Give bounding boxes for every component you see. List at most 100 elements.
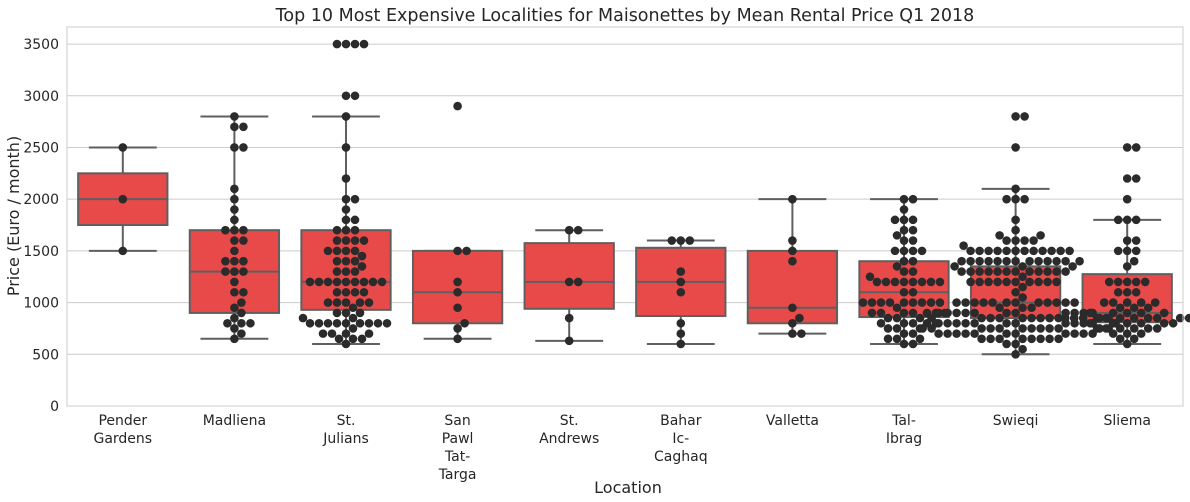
data-point: [1011, 143, 1020, 152]
data-point: [970, 329, 979, 338]
data-point: [1052, 298, 1061, 307]
x-tick-label: Ibrag: [886, 431, 922, 447]
data-point: [573, 225, 583, 235]
data-point: [995, 324, 1004, 333]
data-point: [995, 231, 1004, 240]
data-point: [341, 215, 351, 225]
data-point: [926, 298, 936, 307]
data-point: [943, 318, 952, 328]
data-point: [1113, 287, 1123, 297]
data-point: [1122, 236, 1132, 245]
data-point: [323, 298, 333, 307]
data-point: [359, 39, 369, 49]
data-point: [298, 313, 308, 323]
data-point: [1034, 267, 1043, 276]
data-point: [1025, 256, 1034, 266]
data-point: [1129, 313, 1139, 323]
data-point: [1175, 313, 1185, 323]
data-point: [1152, 324, 1162, 333]
data-point: [1027, 313, 1036, 323]
data-point: [979, 298, 988, 307]
data-point: [1036, 231, 1045, 240]
data-point: [1159, 318, 1169, 328]
data-point: [952, 329, 961, 338]
data-point: [986, 313, 995, 323]
plot-frame: [66, 26, 1184, 407]
data-point: [1092, 313, 1102, 323]
data-point: [952, 298, 961, 307]
data-point: [1056, 246, 1065, 256]
data-point: [1002, 298, 1011, 307]
data-point: [1065, 246, 1074, 256]
data-point: [1047, 246, 1056, 256]
data-point: [957, 256, 966, 266]
data-point: [676, 236, 686, 245]
y-tick-label: 3500: [23, 37, 59, 53]
data-point: [1011, 308, 1020, 318]
data-point: [1018, 262, 1027, 271]
data-point: [975, 277, 984, 287]
data-point: [1020, 236, 1029, 245]
data-point: [1002, 256, 1011, 266]
data-point: [332, 236, 342, 245]
data-point: [223, 318, 232, 328]
data-point: [915, 334, 925, 344]
data-point: [1034, 277, 1043, 287]
data-point: [917, 246, 927, 256]
data-point: [1011, 339, 1020, 349]
data-point: [341, 39, 351, 49]
data-point: [995, 313, 1004, 323]
data-point: [1029, 236, 1038, 245]
data-point: [1092, 324, 1102, 333]
x-tick-label: Pawl: [442, 431, 474, 447]
data-point: [364, 318, 374, 328]
data-point: [1122, 215, 1132, 225]
data-point: [239, 143, 248, 152]
data-point: [1070, 298, 1079, 307]
data-point: [350, 256, 360, 266]
data-point: [1052, 267, 1061, 276]
data-point: [1018, 293, 1027, 302]
data-point: [926, 277, 936, 287]
data-point: [934, 308, 943, 318]
x-tick-label: San: [444, 413, 470, 429]
data-point: [966, 246, 975, 256]
data-point: [899, 277, 909, 287]
data-point: [1043, 267, 1052, 276]
data-point: [341, 267, 351, 276]
data-point: [1011, 225, 1020, 235]
data-point: [453, 324, 462, 333]
data-point: [1002, 277, 1011, 287]
data-point: [1122, 339, 1132, 349]
data-point: [1136, 298, 1146, 307]
data-point: [1122, 287, 1132, 297]
y-axis-label: Price (Euro / month): [4, 136, 23, 296]
data-point: [1002, 329, 1011, 338]
data-point: [908, 256, 918, 266]
data-point: [239, 287, 248, 297]
data-point: [564, 277, 574, 287]
data-point: [935, 277, 945, 287]
data-point: [993, 256, 1002, 266]
data-point: [118, 246, 128, 256]
data-point: [966, 267, 975, 276]
data-point: [1131, 174, 1141, 183]
data-point: [676, 287, 686, 297]
data-point: [341, 143, 351, 152]
data-point: [1060, 313, 1070, 323]
iqr-box: [523, 242, 615, 310]
data-point: [1052, 277, 1061, 287]
data-point: [357, 334, 367, 344]
data-point: [323, 246, 333, 256]
data-point: [230, 246, 239, 256]
data-point: [350, 277, 360, 287]
data-point: [961, 318, 970, 328]
data-point: [917, 277, 927, 287]
x-tick-label: Caghaq: [654, 449, 708, 465]
data-point: [230, 313, 239, 323]
iqr-box: [411, 249, 504, 325]
data-point: [305, 318, 315, 328]
data-point: [1002, 246, 1011, 256]
